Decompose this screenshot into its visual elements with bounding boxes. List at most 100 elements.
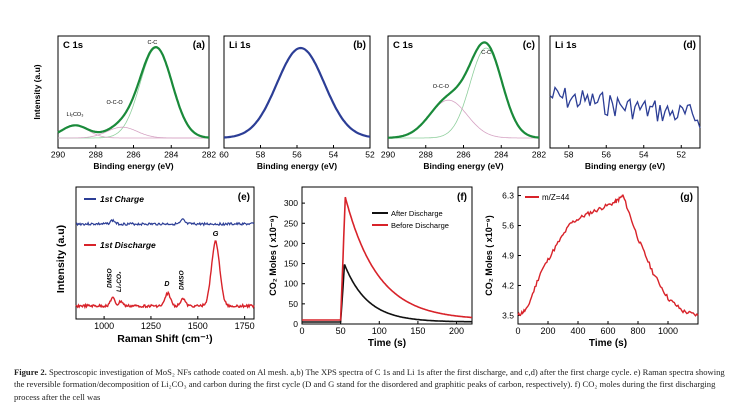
panel-d-frame: [549, 35, 701, 149]
panel-g-ytick-label: 6.3: [502, 191, 514, 201]
panel-c-series-line: [387, 41, 540, 139]
panel-f-series-1: [302, 196, 473, 321]
panel-d-xtick-label: 52: [677, 150, 687, 160]
panel-g-ytick-label: 4.9: [502, 251, 514, 261]
panel-e-annotation-dmso-2: DMSO: [179, 271, 186, 291]
panel-f-xtick-label: 50: [336, 326, 346, 336]
panel-f-label: (f): [457, 192, 467, 203]
panel-b-label: (b): [353, 40, 366, 51]
panel-g-xlabel: Time (s): [589, 338, 627, 349]
panel-g-xtick-label: 600: [600, 326, 615, 336]
panel-a-annotation: C-C: [147, 40, 157, 46]
panel-f-ytick-label: 0: [293, 319, 298, 329]
panel-e-annotation-li2co3: Li₂CO₃: [116, 271, 123, 292]
panel-f-ytick-label: 250: [284, 218, 298, 228]
panel-b-title: Li 1s: [229, 40, 251, 51]
panel-f-ytick-label: 50: [289, 299, 299, 309]
figure-canvas: 290 288 286 284 282 Binding energy (eV) C 1s (a…: [32, 35, 701, 349]
figure-caption: Figure 2. Spectroscopic investigation of…: [14, 366, 736, 403]
panel-f-xtick-label: 0: [299, 326, 304, 336]
panel-e-xlabel: Raman Shift (cm⁻¹): [117, 333, 212, 345]
panel-c-frame: [387, 35, 540, 149]
panel-d-xtick-label: 58: [564, 150, 574, 160]
panel-a-annotation: O-C-O: [107, 100, 124, 106]
panel-a-annotation: Li₂CO₃: [67, 112, 84, 118]
panel-a-xtick-label: 290: [51, 150, 65, 160]
panel-f-ylabel: CO₂ Moles ( x10⁻⁹): [268, 215, 278, 296]
panel-b-series-line: [223, 46, 371, 139]
panel-b-xtick-label: 52: [365, 150, 375, 160]
panel-f-xlabel: Time (s): [368, 338, 406, 349]
panel-e-annotation-dmso-1: DMSO: [107, 269, 114, 289]
panel-c-xlabel: Binding energy (eV): [423, 161, 503, 171]
panel-g-ylabel: CO₂ Moles ( x10⁻⁹): [484, 215, 494, 296]
panel-f-legend-0: After Discharge: [391, 209, 443, 218]
panel-c-title: C 1s: [393, 40, 413, 51]
panel-a-ylabel: Intensity (a.u): [32, 64, 42, 119]
panel-a-xtick-label: 288: [89, 150, 103, 160]
panel-f-frame: [301, 186, 473, 325]
panel-a-series-line: [57, 45, 210, 139]
panel-e-label: (e): [238, 192, 250, 203]
panel-c-xtick-label: 288: [419, 150, 433, 160]
panel-a-label: (a): [193, 40, 205, 51]
panel-a-xtick-label: 284: [164, 150, 178, 160]
panel-g-xtick-label: 200: [540, 326, 555, 336]
panel-f-series-0: [302, 264, 472, 323]
panel-e-xtick-label: 1750: [235, 321, 255, 331]
panel-a-xlabel: Binding energy (eV): [93, 161, 173, 171]
panel-d-series-line: [549, 85, 701, 129]
panel-c-label: (c): [523, 40, 535, 51]
panel-g-label: (g): [680, 192, 693, 203]
panel-b-xlabel: Binding energy (eV): [257, 161, 337, 171]
panel-e-frame: [75, 186, 255, 320]
panel-c-annotation: C-C: [481, 50, 491, 56]
panel-c-xtick-label: 284: [494, 150, 508, 160]
panel-e-legend-discharge: 1st Discharge: [100, 240, 156, 250]
panel-a-component-1: [58, 126, 209, 139]
panel-f-xtick-label: 200: [449, 326, 464, 336]
panel-e-xtick-label: 1000: [94, 321, 114, 331]
panel-f-ytick-label: 100: [284, 279, 298, 289]
panel-d-title: Li 1s: [555, 40, 577, 51]
panel-b-xtick-label: 56: [292, 150, 302, 160]
panel-g-ytick-label: 3.5: [502, 310, 514, 320]
panel-e-legend-charge: 1st Charge: [100, 194, 144, 204]
panel-e-ylabel: Intensity (a.u): [55, 225, 67, 293]
panel-c-xtick-label: 290: [381, 150, 395, 160]
panel-e-series-charge: [75, 218, 255, 227]
panel-b-xtick-label: 54: [329, 150, 339, 160]
caption-label: Figure 2.: [14, 367, 47, 377]
panel-f-ytick-label: 200: [284, 238, 298, 248]
panel-d-xtick-label: 56: [602, 150, 612, 160]
panel-b-xtick-label: 58: [256, 150, 266, 160]
panel-a-title: C 1s: [63, 40, 83, 51]
panel-g-ytick-label: 5.6: [502, 221, 514, 231]
panel-f-xtick-label: 150: [410, 326, 425, 336]
panel-f-ytick-label: 300: [284, 198, 298, 208]
panel-e-xtick-label: 1500: [188, 321, 208, 331]
panel-e-annotation-d: D: [164, 281, 169, 288]
panel-g-xtick-label: 800: [630, 326, 645, 336]
panel-c-annotation: O-C-O: [433, 84, 450, 90]
caption-text: Spectroscopic investigation of MoS₂ NFs …: [14, 367, 725, 402]
panel-d-label: (d): [683, 40, 696, 51]
panel-g-series-line: [517, 194, 699, 317]
panel-a-xtick-label: 286: [126, 150, 140, 160]
panel-g-xtick-label: 400: [570, 326, 585, 336]
panel-a-xtick-label: 282: [202, 150, 216, 160]
panel-e-xtick-label: 1250: [141, 321, 161, 331]
panel-d-xtick-label: 54: [639, 150, 649, 160]
panel-g-ytick-label: 4.2: [502, 280, 514, 290]
panel-e-series-discharge: [75, 240, 255, 310]
panel-g-legend: m/Z=44: [542, 193, 570, 202]
panel-c-xtick-label: 282: [532, 150, 546, 160]
panel-g-xtick-label: 1000: [658, 326, 678, 336]
panel-b-xtick-label: 60: [219, 150, 229, 160]
panel-d-xlabel: Binding energy (eV): [585, 161, 665, 171]
panel-g-frame: [517, 186, 699, 325]
panel-f-legend-1: Before Discharge: [391, 221, 449, 230]
panel-a-frame: [57, 35, 210, 149]
panel-f-ytick-label: 150: [284, 259, 298, 269]
panel-g-xtick-label: 0: [515, 326, 520, 336]
